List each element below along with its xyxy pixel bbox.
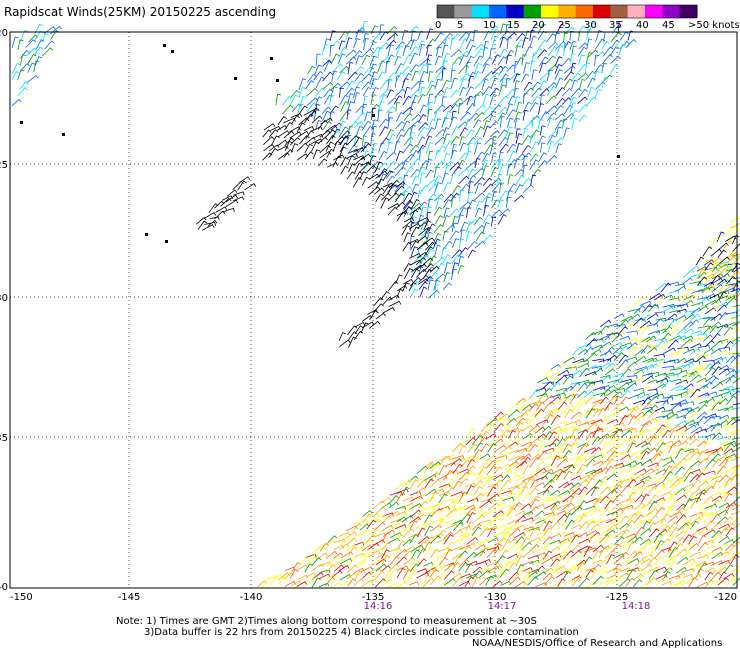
legend-swatch [558, 5, 577, 18]
island [171, 50, 174, 53]
legend-label: 25 [558, 20, 571, 31]
lat-tick-label: -25 [0, 160, 8, 171]
legend-swatch [610, 5, 629, 18]
legend-swatch [575, 5, 594, 18]
notes: Note: 1) Times are GMT 2)Times along bot… [116, 616, 579, 638]
legend-label: 20 [532, 20, 545, 31]
note-line-1: Note: 1) Times are GMT 2)Times along bot… [116, 616, 537, 627]
lon-tick-label: -120 [714, 592, 737, 603]
islands-layer [20, 44, 620, 243]
time-label: 14:17 [488, 601, 517, 612]
legend-swatch [437, 5, 455, 18]
legend-swatch [627, 5, 646, 18]
legend-label: 10 [483, 20, 496, 31]
island [270, 57, 273, 60]
legend-swatch [645, 5, 663, 18]
island [20, 121, 23, 124]
legend-swatch [454, 5, 473, 18]
plot-border [9, 31, 738, 589]
lon-tick-label: -145 [118, 592, 141, 603]
legend-swatch [471, 5, 490, 18]
map-title: Rapidscat Winds(25KM) 20150225 ascending [4, 5, 277, 19]
time-label: 14:18 [622, 601, 651, 612]
lon-tick-label: -140 [240, 592, 263, 603]
island [276, 79, 279, 82]
time-label: 14:16 [364, 601, 393, 612]
lon-tick-label: -135 [362, 592, 385, 603]
lat-tick-label: -35 [0, 433, 8, 444]
legend-swatch [489, 5, 507, 18]
island [163, 44, 166, 47]
legend-label: 35 [609, 20, 622, 31]
legend-label: >50 knots [688, 20, 740, 31]
legend-label: 30 [584, 20, 597, 31]
island [165, 240, 168, 243]
legend-label: 15 [507, 20, 520, 31]
legend-swatch [593, 5, 611, 18]
legend-frame [436, 4, 698, 19]
legend-label: 0 [435, 20, 442, 31]
legend-swatch [523, 5, 542, 18]
legend-label: 40 [636, 20, 649, 31]
lon-tick-label: -130 [484, 592, 507, 603]
credit-line: NOAA/NESDIS/Office of Research and Appli… [472, 638, 723, 649]
lat-tick-label: -40 [0, 582, 8, 593]
lat-lon-grid [10, 32, 737, 588]
legend-label: 45 [662, 20, 675, 31]
lon-tick-label: -150 [10, 592, 33, 603]
lat-tick-label: -20 [0, 28, 8, 39]
axis-labels: -150 -145 -140 -135 -130 -125 -120 -20 -25 -30 -35… [0, 28, 737, 612]
island [234, 77, 237, 80]
legend-swatch [662, 5, 681, 18]
wind-speed-legend [436, 4, 698, 19]
island [372, 114, 375, 117]
island [62, 133, 65, 136]
legend-swatch [679, 5, 698, 18]
island [617, 155, 620, 158]
legend-label: 5 [457, 20, 464, 31]
legend-swatch [541, 5, 559, 18]
island [145, 233, 148, 236]
lat-tick-label: -30 [0, 293, 8, 304]
note-line-2: 3)Data buffer is 22 hrs from 20150225 4)… [144, 627, 579, 638]
wind-barbs-layer [11, 20, 740, 588]
legend-swatch [506, 5, 525, 18]
lon-tick-label: -125 [606, 592, 629, 603]
